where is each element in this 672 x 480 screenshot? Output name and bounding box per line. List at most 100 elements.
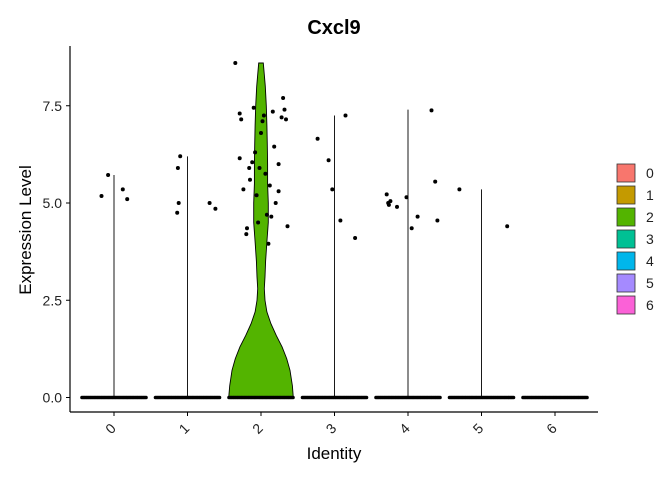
x-tick-label: 6 <box>543 420 560 437</box>
data-point <box>269 214 274 219</box>
legend-label: 6 <box>646 297 654 313</box>
zero-points-1 <box>153 395 222 400</box>
y-tick-label: 2.5 <box>43 292 63 308</box>
data-point <box>257 166 262 170</box>
legend-item: 5 <box>616 273 654 293</box>
data-point <box>264 212 269 217</box>
data-point <box>364 395 369 400</box>
legend-label: 1 <box>646 187 654 203</box>
data-point <box>404 195 409 200</box>
data-point <box>250 160 255 165</box>
data-point <box>251 105 256 110</box>
y-axis-ticks: 0.0 2.5 5.0 7.5 <box>43 98 70 406</box>
x-axis-ticks: 0 1 2 3 4 5 6 <box>102 412 560 437</box>
legend-item: 4 <box>616 251 654 271</box>
x-axis-title: Identity <box>307 444 362 463</box>
data-point <box>244 232 249 237</box>
data-point <box>237 156 242 161</box>
legend-swatch <box>616 185 636 205</box>
data-point <box>409 226 414 231</box>
data-point <box>433 179 438 184</box>
legend-swatch <box>616 273 636 293</box>
legend-swatch <box>616 251 636 271</box>
data-point <box>106 173 111 177</box>
data-point <box>237 111 242 116</box>
zero-points-5 <box>447 395 516 400</box>
y-tick-label: 7.5 <box>43 98 63 114</box>
data-point <box>248 177 252 182</box>
data-point <box>386 202 391 207</box>
legend-item: 2 <box>616 207 654 227</box>
data-point <box>429 108 434 113</box>
legend-item: 1 <box>616 185 654 205</box>
data-point <box>241 187 246 192</box>
data-points <box>80 61 589 400</box>
data-point <box>276 162 281 167</box>
zero-points-2 <box>227 395 295 400</box>
data-point <box>207 201 212 205</box>
data-point <box>254 193 259 198</box>
data-point <box>247 166 252 170</box>
data-point <box>284 117 288 122</box>
data-point <box>315 136 320 141</box>
x-tick-label: 0 <box>102 420 119 437</box>
x-tick-label: 3 <box>323 420 340 437</box>
data-point <box>266 241 271 246</box>
data-point <box>326 158 331 163</box>
data-point <box>282 107 287 112</box>
y-axis-title: Expression Level <box>16 165 35 294</box>
data-point <box>353 236 358 240</box>
data-point <box>175 210 180 215</box>
x-tick-label: 4 <box>396 420 413 437</box>
data-point <box>276 189 281 194</box>
data-point <box>505 224 510 229</box>
legend-swatch <box>616 295 636 315</box>
data-point <box>260 119 265 124</box>
zero-points-4 <box>374 395 442 400</box>
data-point <box>279 115 284 120</box>
data-point <box>261 113 266 118</box>
data-point <box>256 220 261 225</box>
data-point <box>120 187 125 192</box>
data-point <box>343 113 348 118</box>
y-tick-label: 0.0 <box>43 390 63 406</box>
legend-label: 4 <box>646 253 654 269</box>
data-point <box>144 395 148 400</box>
data-point <box>281 96 286 100</box>
data-point <box>259 131 263 135</box>
data-point <box>125 197 130 202</box>
data-point <box>239 117 244 122</box>
data-point <box>99 194 104 198</box>
data-point <box>213 206 218 211</box>
data-point <box>330 187 335 192</box>
data-point <box>178 154 183 159</box>
y-tick-label: 5.0 <box>43 195 63 211</box>
legend-item: 0 <box>616 163 654 183</box>
data-point <box>233 61 238 65</box>
data-point <box>263 171 268 176</box>
violin-2 <box>228 62 294 398</box>
legend-swatch <box>616 163 636 183</box>
data-point <box>338 218 343 223</box>
legend-swatch <box>616 229 636 249</box>
legend-label: 0 <box>646 165 654 181</box>
zero-points-6 <box>521 395 589 400</box>
data-point <box>176 201 181 205</box>
data-point <box>438 395 442 400</box>
data-point <box>388 199 393 204</box>
legend: 0 1 2 3 4 5 6 <box>616 163 654 315</box>
data-point <box>253 150 258 155</box>
plot-area <box>113 62 482 398</box>
legend-label: 5 <box>646 275 654 291</box>
data-point <box>457 187 462 192</box>
data-point <box>245 226 249 231</box>
data-point <box>217 395 222 400</box>
data-point <box>270 109 275 114</box>
x-tick-label: 1 <box>176 420 193 437</box>
legend-label: 2 <box>646 209 654 225</box>
data-point <box>273 201 278 205</box>
zero-points-3 <box>300 395 369 400</box>
data-point <box>435 218 440 223</box>
data-point <box>585 395 589 400</box>
